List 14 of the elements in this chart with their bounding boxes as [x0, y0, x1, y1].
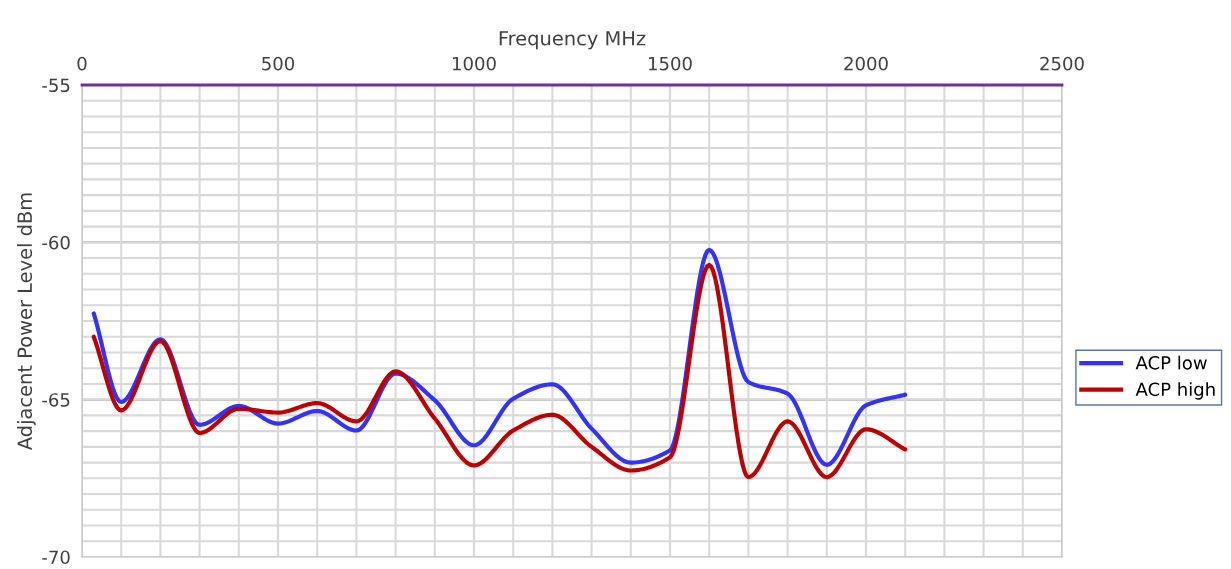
x-tick-label: 2500 — [1040, 56, 1084, 71]
legend-label: ACP high — [1135, 382, 1215, 400]
x-tick-label: 1000 — [453, 56, 496, 71]
y-tick-label: -70 — [42, 550, 70, 565]
x-tick-label: 500 — [262, 56, 295, 71]
x-tick-label: 1500 — [649, 56, 692, 71]
legend-label: ACP low — [1135, 355, 1207, 370]
y-tick-label: -60 — [42, 235, 70, 250]
x-tick-label: 2000 — [844, 56, 888, 71]
x-axis-title: Frequency MHz — [499, 31, 646, 50]
y-axis-title: Adjacent Power Level dBm — [17, 193, 36, 451]
y-tick-label: -55 — [42, 78, 70, 93]
y-tick-label: -65 — [42, 393, 70, 407]
x-tick-label: 0 — [77, 56, 87, 71]
